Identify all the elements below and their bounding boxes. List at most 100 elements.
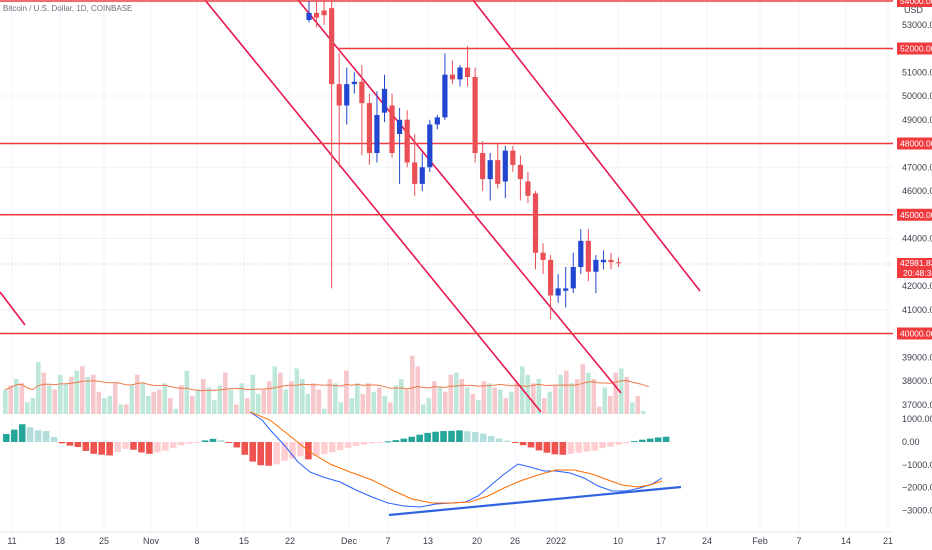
macd-hist-bar — [376, 442, 384, 443]
volume-bar — [333, 383, 338, 414]
level-badge — [897, 208, 932, 221]
time-tick: 2022 — [546, 536, 566, 546]
price-tick-labels: 53000.00 51000.00 50000.00 49000.00 47000.00… — [902, 20, 932, 410]
macd-hist-bar — [98, 442, 105, 455]
time-tick: Nov — [143, 536, 160, 546]
time-tick: Dec — [341, 536, 358, 546]
macd-hist-bar — [623, 442, 630, 444]
level-label: 48000.00 — [900, 139, 932, 149]
macd-hist-bar — [209, 438, 217, 442]
macd-hist-bar — [138, 442, 145, 453]
candle-body — [359, 81, 365, 104]
volume-bar — [212, 400, 217, 414]
time-tick: 22 — [285, 536, 295, 546]
candle-body — [329, 8, 335, 85]
level-badge — [897, 0, 932, 7]
price-tick: 47000.00 — [902, 162, 932, 172]
macd-hist-bar — [50, 436, 58, 442]
volume-bar — [492, 387, 498, 414]
volume-bar — [624, 376, 630, 414]
volume-bar — [223, 372, 228, 414]
time-tick: 8 — [194, 536, 199, 546]
macd-hist-bar — [654, 437, 662, 442]
price-axis[interactable]: USD 53000.00 51000.00 50000.00 49000.00 4700… — [893, 0, 932, 550]
volume-bar — [316, 389, 322, 414]
volume-bar — [509, 391, 514, 414]
volume-bar — [355, 383, 360, 414]
volume-bar — [443, 391, 448, 414]
candle-body — [495, 160, 501, 184]
volume-bar — [305, 393, 311, 414]
macd-hist-bar — [162, 442, 169, 451]
volume-bar — [129, 385, 135, 414]
macd-hist-bar — [432, 431, 439, 442]
macd-hist-bar — [424, 432, 431, 442]
volume-bar — [3, 389, 8, 414]
macd-hist-bar — [527, 442, 535, 448]
volume-bar — [371, 391, 377, 414]
macd-tick: −3000.00 — [902, 505, 932, 515]
time-tick: 15 — [239, 536, 249, 546]
macd-hist-bar — [384, 441, 392, 443]
volume-bar — [8, 385, 14, 414]
volume-bar — [558, 374, 564, 414]
price-tick: 38000.00 — [902, 376, 932, 386]
volume-bar — [107, 396, 113, 414]
volume-bar — [619, 368, 624, 414]
candle-body — [487, 160, 493, 180]
volume-bar — [542, 398, 547, 414]
price-tick: 51000.00 — [902, 67, 932, 77]
macd-hist-bar — [74, 442, 82, 448]
candle-body — [608, 259, 614, 263]
volume-bar — [157, 389, 162, 414]
volume-bar — [41, 372, 47, 414]
volume-bar — [278, 372, 283, 414]
level-lines[interactable] — [0, 0, 893, 335]
macd-hist-bar — [503, 440, 511, 442]
candle-body — [366, 103, 372, 153]
volume-bar — [344, 370, 349, 414]
channel-line-2[interactable] — [204, 0, 542, 413]
macd-hist-bar — [185, 442, 193, 444]
volume-bar — [300, 379, 305, 414]
candle-body — [464, 67, 471, 77]
divergence-trend-line[interactable] — [388, 485, 682, 517]
macd-hist-bar — [551, 442, 559, 455]
price-tick: 46000.00 — [902, 186, 932, 196]
volume-bar — [217, 385, 223, 414]
volume-bar — [349, 398, 355, 414]
macd-hist-bar — [456, 430, 463, 442]
time-axis[interactable]: 11 18 25 Nov 8 15 22 Dec 7 13 20 26 2022 10 17 24 Feb 7 14… — [7, 536, 893, 546]
level-label: 54000.00 — [900, 0, 932, 6]
time-tick: 7 — [385, 536, 390, 546]
macd-hist-bar — [464, 431, 471, 442]
channel-line-3[interactable] — [297, 0, 622, 394]
volume-bar — [382, 396, 388, 414]
level-label: 52000.00 — [900, 44, 932, 54]
volume-bar — [168, 398, 173, 414]
macd-hist-bar — [18, 424, 26, 442]
macd-hist-bar — [416, 434, 423, 442]
volume-bar — [234, 404, 239, 414]
volume-bar — [580, 364, 586, 414]
candle-body — [412, 162, 418, 184]
channel-line-1[interactable] — [0, 291, 26, 326]
macd-hist-bar — [328, 442, 336, 453]
time-tick: 20 — [472, 536, 482, 546]
volume-bar — [267, 381, 272, 414]
level-label: 45000.00 — [900, 210, 932, 220]
macd-tick: 1000.00 — [902, 414, 932, 424]
volume-bar — [410, 355, 415, 414]
price-tick: 37000.00 — [902, 400, 932, 410]
volume-bar — [102, 398, 107, 414]
price-tick: 44000.00 — [902, 234, 932, 244]
candle-body — [532, 193, 539, 253]
candle-body — [517, 164, 523, 180]
volume-bar — [47, 385, 52, 414]
volume-bar — [151, 391, 157, 414]
volume-bar — [327, 379, 333, 414]
volume-bar — [272, 366, 278, 414]
volume-bar — [113, 383, 118, 414]
candle-body — [434, 117, 440, 125]
